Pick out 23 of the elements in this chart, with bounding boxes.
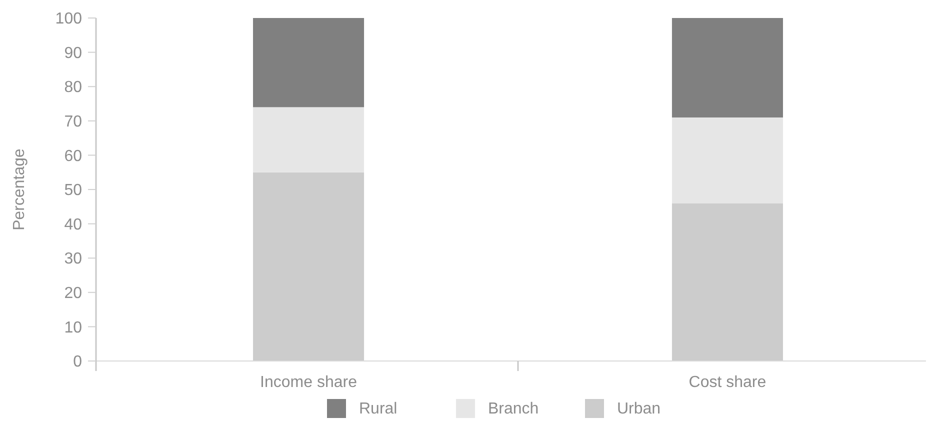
y-tick-label: 10: [64, 319, 82, 336]
y-tick-label: 80: [64, 79, 82, 96]
y-tick-label: 70: [64, 114, 82, 130]
y-axis-title: Percentage: [11, 148, 28, 230]
y-tick-label: 0: [73, 354, 82, 371]
y-tick-label: 90: [64, 44, 82, 62]
legend-label: Branch: [488, 400, 539, 418]
y-tick-label: 60: [64, 148, 82, 165]
y-tick-label: 20: [64, 285, 82, 302]
y-tick-label: 40: [64, 216, 82, 234]
bar: [672, 203, 783, 361]
bar: [253, 18, 364, 108]
legend-label: Urban: [617, 400, 661, 418]
bar: [253, 172, 364, 361]
x-tick-label: Income share: [260, 374, 358, 391]
bar: [253, 107, 364, 172]
bar: [672, 18, 783, 118]
y-tick-label: 100: [55, 10, 82, 28]
bar: [672, 117, 783, 204]
y-tick-label: 50: [64, 182, 82, 200]
legend-label: Rural: [359, 400, 398, 418]
x-tick-label: Cost share: [688, 374, 766, 391]
y-tick-label: 30: [64, 250, 82, 268]
